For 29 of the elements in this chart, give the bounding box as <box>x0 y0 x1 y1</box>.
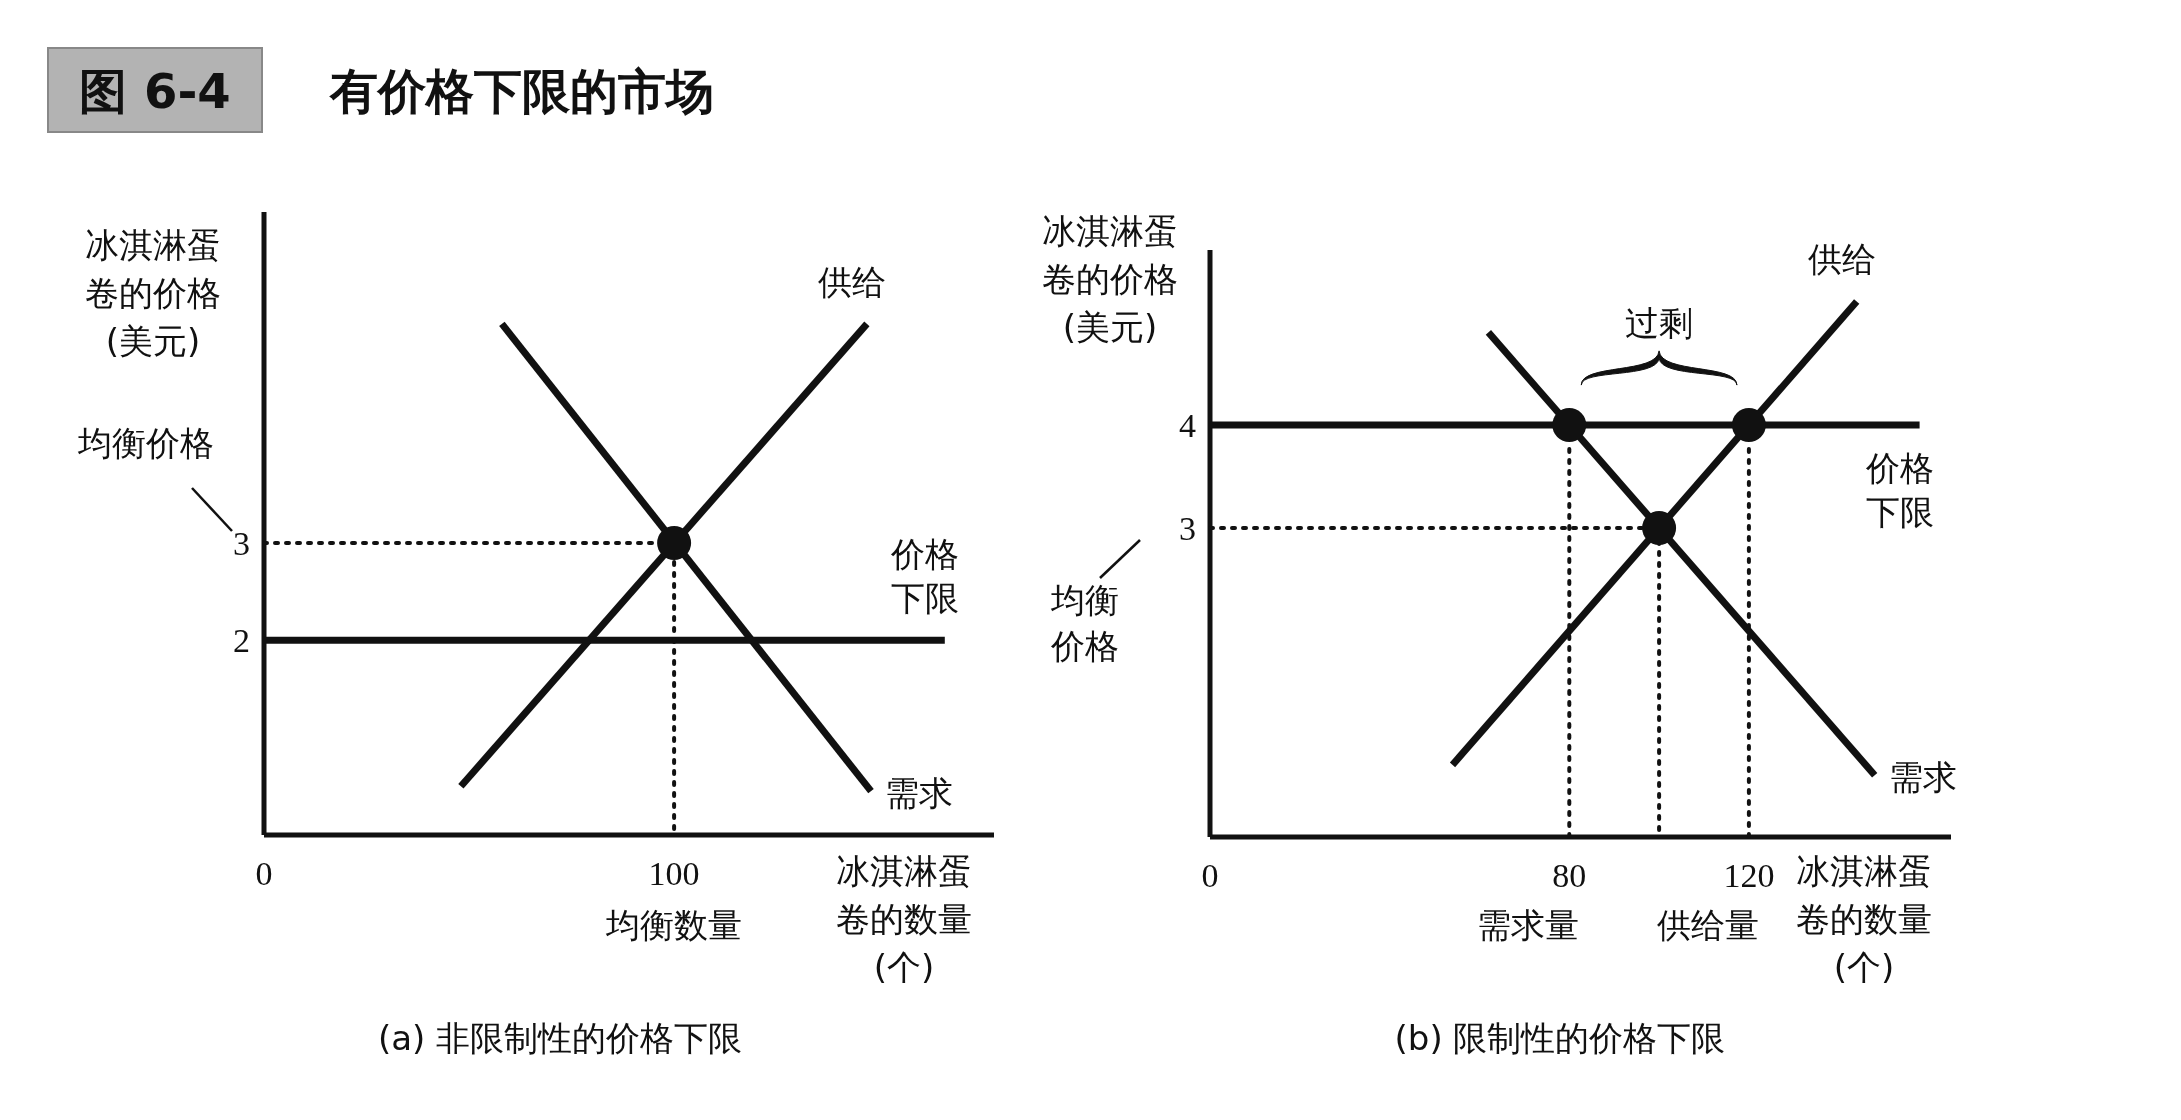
y-tick-label: 4 <box>1179 407 1196 445</box>
y-axis-title: 冰淇淋蛋卷的价格(美元) <box>85 225 221 361</box>
x-tick-label: 120 <box>1723 857 1775 894</box>
text: 需求量 <box>1477 905 1579 945</box>
x-tick-label: 0 <box>1201 857 1219 894</box>
series-label: 供给 <box>817 261 886 302</box>
text: 均衡数量 <box>605 905 742 945</box>
text: (a) 非限制性的价格下限 <box>377 1018 743 1058</box>
x-axis-title: 冰淇淋蛋卷的数量(个) <box>1796 851 1932 987</box>
y-axis-title: 冰淇淋蛋卷的价格(美元) <box>1042 211 1178 347</box>
text: 均衡价格 <box>77 423 214 463</box>
x-axis-title: 冰淇淋蛋卷的数量(个) <box>836 851 972 987</box>
annotation: 过剩 <box>1625 303 1694 344</box>
x-tick-label: 0 <box>255 855 273 892</box>
text: 均衡价格 <box>1050 580 1119 666</box>
y-tick-label: 3 <box>1179 510 1196 548</box>
x-tick-label: 100 <box>648 855 700 892</box>
y-tick-label: 2 <box>233 622 250 660</box>
chart-title: 图 6-4 <box>79 63 231 119</box>
series-label: 需求 <box>884 773 953 814</box>
text: (b) 限制性的价格下限 <box>1394 1018 1726 1058</box>
y-tick-label: 3 <box>233 524 250 562</box>
x-tick-label: 80 <box>1552 857 1587 894</box>
series-label: 需求 <box>1888 757 1957 798</box>
series-label: 供给 <box>1807 239 1876 280</box>
series-label: 价格下限 <box>889 534 959 619</box>
chart-subtitle: 有价格下限的市场 <box>329 63 714 119</box>
series-label: 价格下限 <box>1864 448 1934 533</box>
text: 供给量 <box>1657 905 1759 945</box>
